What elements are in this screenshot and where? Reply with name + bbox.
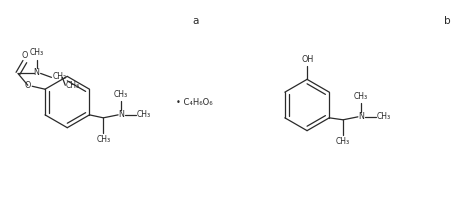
Text: N: N <box>358 112 364 121</box>
Text: CH₃: CH₃ <box>114 90 128 99</box>
Text: CH₂: CH₂ <box>52 72 66 81</box>
Text: O: O <box>22 51 28 60</box>
Text: CH₃: CH₃ <box>137 110 151 119</box>
Text: OH: OH <box>302 55 314 64</box>
Text: CH₃: CH₃ <box>29 48 44 57</box>
Text: O: O <box>25 81 31 90</box>
Text: N: N <box>118 110 124 119</box>
Text: b: b <box>444 16 450 26</box>
Text: N: N <box>34 68 40 77</box>
Text: CH₃: CH₃ <box>336 137 350 146</box>
Text: CH₃: CH₃ <box>376 112 391 121</box>
Text: CH₃: CH₃ <box>354 92 368 101</box>
Text: a: a <box>192 16 199 26</box>
Text: CH₃: CH₃ <box>96 135 110 144</box>
Text: • C₄H₆O₆: • C₄H₆O₆ <box>176 97 212 106</box>
Text: CH₃: CH₃ <box>66 81 80 90</box>
